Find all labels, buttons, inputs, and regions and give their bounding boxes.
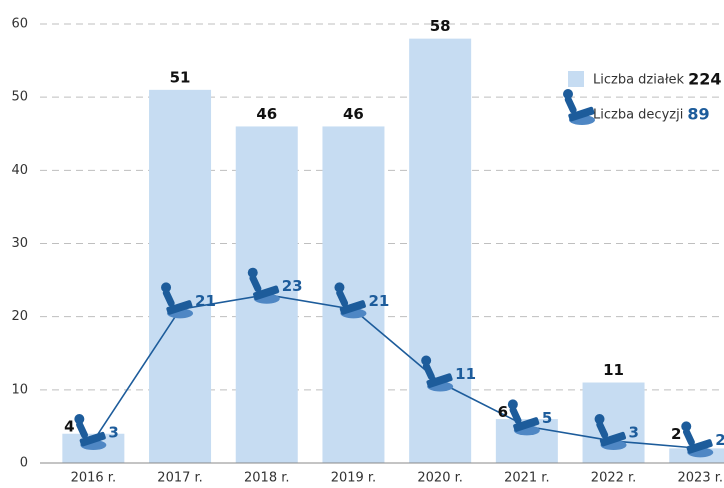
- y-tick-label: 40: [11, 163, 28, 178]
- stamp-knob: [421, 355, 432, 366]
- line-value-label: 11: [455, 365, 476, 383]
- legend-swatch: [568, 71, 584, 87]
- stamp-handle: [422, 362, 435, 380]
- legend-stamp: [563, 89, 595, 125]
- line-point: [161, 282, 194, 319]
- legend-total: 224: [688, 70, 721, 89]
- stamp-body: [686, 439, 713, 454]
- y-tick-label: 60: [11, 17, 28, 32]
- line-point: [507, 399, 540, 436]
- bar-value-label: 6: [498, 403, 508, 421]
- stamp-handle: [162, 289, 175, 307]
- bar-value-label: 4: [64, 418, 74, 436]
- legend-label: Liczba decyzji: [593, 108, 683, 123]
- x-tick-label: 2021 r.: [504, 471, 550, 486]
- line-point: [247, 267, 280, 304]
- line-value-label: 21: [195, 292, 216, 310]
- bar-value-label: 51: [170, 68, 191, 86]
- x-tick-label: 2019 r.: [331, 471, 377, 486]
- bar-value-label: 46: [343, 105, 364, 123]
- stamp-knob: [334, 282, 345, 293]
- stamp-handle: [249, 274, 262, 293]
- y-tick-label: 10: [11, 382, 28, 397]
- line-point: [334, 282, 367, 319]
- line-value-label: 3: [108, 424, 118, 442]
- stamp-body: [166, 300, 193, 315]
- y-tick-label: 50: [11, 90, 28, 105]
- stamp-handle: [682, 428, 695, 446]
- y-tick-label: 30: [11, 236, 28, 251]
- bar: [149, 89, 212, 463]
- stamp-handle: [564, 96, 577, 114]
- stamp-knob: [247, 267, 258, 278]
- stamp-body: [253, 285, 280, 301]
- y-tick-label: 0: [20, 456, 28, 471]
- line-value-label: 23: [282, 277, 303, 295]
- line-point: [681, 421, 714, 458]
- stamp-knob: [681, 421, 692, 432]
- line-value-label: 3: [629, 424, 639, 442]
- stamp-body: [513, 417, 540, 432]
- bar-value-label: 58: [430, 17, 451, 35]
- stamp-handle: [76, 421, 89, 439]
- stamp-handle: [336, 289, 349, 307]
- y-tick-label: 20: [11, 309, 28, 324]
- line-value-label: 21: [368, 292, 389, 310]
- bar-value-label: 2: [671, 425, 681, 443]
- line-value-label: 5: [542, 409, 552, 427]
- bar-value-label: 46: [256, 105, 277, 123]
- stamp-body: [79, 431, 106, 447]
- stamp-body: [599, 431, 627, 447]
- stamp-handle: [509, 406, 522, 424]
- bar: [409, 38, 472, 464]
- stamp-knob: [161, 282, 172, 293]
- line-point: [594, 414, 627, 451]
- legend-total: 89: [687, 105, 709, 124]
- bar: [322, 126, 385, 463]
- x-tick-label: 2020 r.: [417, 471, 463, 486]
- line-point: [421, 355, 454, 392]
- line-point: [74, 414, 107, 451]
- line-value-label: 2: [715, 431, 724, 449]
- stamp-knob: [74, 414, 85, 425]
- legend-label: Liczba działek: [593, 73, 685, 88]
- x-tick-label: 2023 r.: [678, 471, 724, 486]
- bar-value-label: 11: [603, 361, 624, 379]
- line: [92, 293, 701, 450]
- x-tick-label: 2022 r.: [591, 471, 637, 486]
- x-tick-label: 2018 r.: [244, 471, 290, 486]
- stamp-handle: [596, 421, 609, 439]
- stamp-body: [568, 106, 595, 122]
- stamp-knob: [563, 89, 573, 99]
- stamp-body: [339, 300, 366, 315]
- stamp-body: [426, 373, 453, 388]
- stamp-knob: [594, 414, 605, 425]
- stamp-knob: [507, 399, 518, 410]
- x-tick-label: 2016 r.: [71, 471, 117, 486]
- x-tick-label: 2017 r.: [157, 471, 203, 486]
